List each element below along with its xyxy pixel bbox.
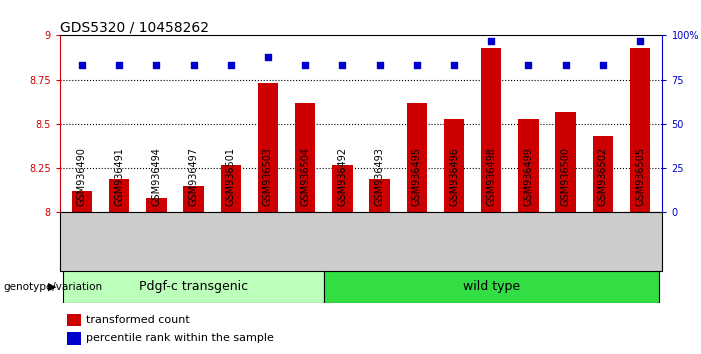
Text: wild type: wild type: [463, 280, 520, 293]
Point: [486, 38, 497, 44]
Bar: [184, 186, 204, 212]
Bar: [295, 103, 315, 212]
Point: [114, 63, 125, 68]
Bar: [109, 179, 130, 212]
Bar: [221, 165, 241, 212]
Bar: [444, 119, 464, 212]
Bar: [67, 314, 81, 326]
Point: [597, 63, 608, 68]
Bar: [555, 112, 576, 212]
Bar: [407, 103, 427, 212]
Bar: [481, 48, 501, 212]
Bar: [369, 179, 390, 212]
Point: [225, 63, 236, 68]
Point: [336, 63, 348, 68]
Bar: [630, 48, 651, 212]
Text: ▶: ▶: [48, 282, 56, 292]
Point: [523, 63, 534, 68]
Point: [560, 63, 571, 68]
Point: [411, 63, 423, 68]
Point: [262, 54, 273, 59]
Bar: [67, 332, 81, 345]
Point: [151, 63, 162, 68]
Bar: [332, 165, 353, 212]
Point: [299, 63, 311, 68]
Bar: [63, 271, 324, 303]
Point: [188, 63, 199, 68]
Point: [374, 63, 386, 68]
Point: [449, 63, 460, 68]
Point: [76, 63, 88, 68]
Text: transformed count: transformed count: [86, 315, 190, 325]
Bar: [324, 271, 659, 303]
Bar: [146, 198, 167, 212]
Text: genotype/variation: genotype/variation: [4, 282, 102, 292]
Point: [634, 38, 646, 44]
Bar: [258, 83, 278, 212]
Text: percentile rank within the sample: percentile rank within the sample: [86, 333, 274, 343]
Text: GDS5320 / 10458262: GDS5320 / 10458262: [60, 20, 209, 34]
Bar: [72, 191, 92, 212]
Bar: [518, 119, 538, 212]
Text: Pdgf-c transgenic: Pdgf-c transgenic: [139, 280, 248, 293]
Bar: [592, 136, 613, 212]
